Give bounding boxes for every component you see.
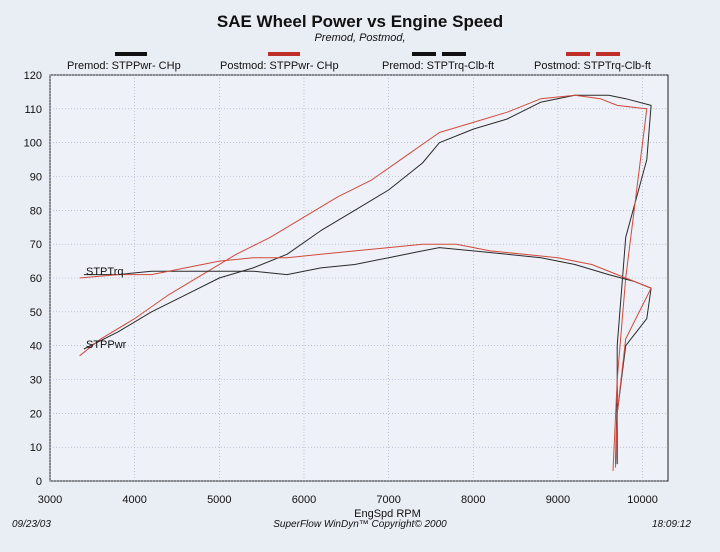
annotation-stppwr: STPPwr (86, 339, 127, 351)
footer-date: 09/23/03 (12, 519, 51, 530)
series-line-3 (79, 243, 652, 468)
y-tick-label: 20 (30, 408, 42, 420)
y-tick-label: 70 (30, 239, 42, 251)
series-line-2 (83, 247, 652, 465)
footer-copyright: SuperFlow WinDyn™ Copyright© 2000 (273, 519, 447, 530)
x-tick-label: 7000 (376, 494, 400, 506)
legend-swatch-postmod-torque (566, 52, 620, 56)
x-tick-label: 6000 (292, 494, 316, 506)
y-tick-label: 10 (30, 442, 42, 454)
x-tick-label: 5000 (207, 494, 231, 506)
series-line-1 (79, 94, 648, 471)
y-tick-label: 90 (30, 172, 42, 184)
chart-title: SAE Wheel Power vs Engine Speed (216, 12, 504, 31)
x-axis-label: EngSpd RPM (354, 508, 421, 520)
series-line-0 (83, 94, 652, 465)
legend-swatch-premod-power (115, 52, 147, 56)
y-tick-label: 80 (30, 205, 42, 217)
x-tick-label: 4000 (122, 494, 146, 506)
annotation-stptrq: STPTrq (86, 266, 124, 278)
y-tick-label: 100 (24, 138, 42, 150)
legend-swatch-premod-torque (412, 52, 466, 56)
legend-item-premod-power: Premod: STPPwr- CHp (67, 60, 181, 72)
footer-time: 18:09:12 (652, 519, 691, 530)
legend-swatch-postmod-power (268, 52, 300, 56)
x-tick-label: 10000 (627, 494, 658, 506)
y-tick-label: 30 (30, 375, 42, 387)
y-tick-label: 120 (24, 70, 42, 82)
x-tick-label: 8000 (461, 494, 485, 506)
legend-item-postmod-torque: Postmod: STPTrq-Clb-ft (534, 60, 651, 72)
y-tick-label: 0 (36, 476, 42, 488)
y-tick-label: 40 (30, 341, 42, 353)
chart-subtitle: Premod, Postmod, (314, 32, 406, 44)
y-tick-label: 50 (30, 307, 42, 319)
legend-item-premod-torque: Premod: STPTrq-Clb-ft (382, 60, 495, 72)
y-tick-label: 60 (30, 273, 42, 285)
x-tick-label: 3000 (38, 494, 62, 506)
y-tick-label: 110 (24, 104, 42, 116)
x-tick-label: 9000 (546, 494, 570, 506)
legend-item-postmod-power: Postmod: STPPwr- CHp (220, 60, 339, 72)
